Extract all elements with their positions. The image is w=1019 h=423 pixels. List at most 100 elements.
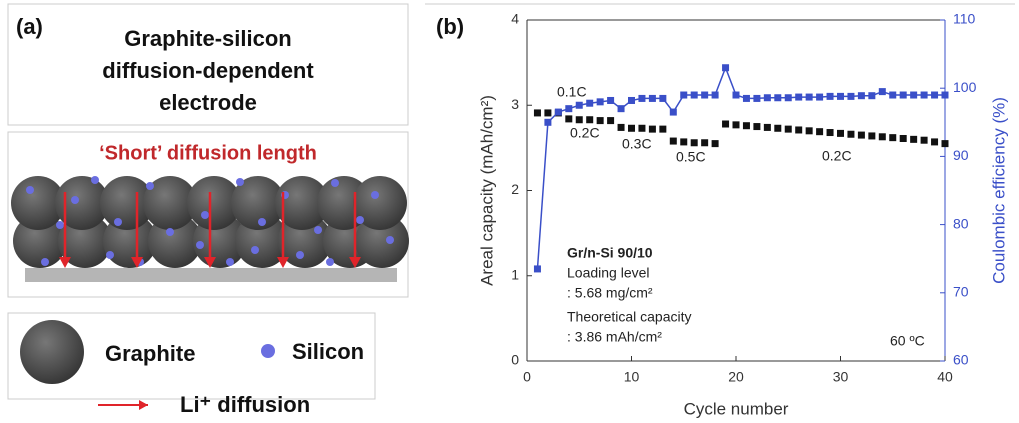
arrow-head xyxy=(131,257,143,268)
annotation: 0.3C xyxy=(622,136,652,152)
data-point xyxy=(690,139,698,147)
data-point xyxy=(816,93,824,101)
y-tick-label: 2 xyxy=(511,181,519,197)
data-point xyxy=(774,94,782,102)
graphite-particle xyxy=(355,214,409,268)
data-point xyxy=(554,108,562,116)
data-point xyxy=(868,92,876,100)
title-box xyxy=(7,3,409,126)
data-point xyxy=(742,94,750,102)
silicon-particle xyxy=(71,196,79,204)
data-point xyxy=(889,91,897,99)
series-line xyxy=(536,65,945,269)
data-point xyxy=(659,125,667,133)
y-axis-label: Areal capacity (mAh/cm²) xyxy=(477,95,496,286)
y2-tick-label: 110 xyxy=(953,11,976,27)
silicon-particle xyxy=(258,218,266,226)
x-tick-label: 0 xyxy=(523,369,531,385)
silicon-particle xyxy=(91,176,99,184)
data-point xyxy=(648,125,656,133)
data-point xyxy=(617,123,625,131)
y-tick-label: 0 xyxy=(511,352,519,368)
silicon-particle xyxy=(314,226,322,234)
data-point xyxy=(617,105,625,113)
arrow-head xyxy=(277,257,289,268)
legend-label: Li⁺ diffusion xyxy=(180,392,310,417)
data-point xyxy=(680,138,688,146)
silicon-particle xyxy=(26,186,34,194)
x-tick-label: 30 xyxy=(833,369,849,385)
data-point xyxy=(784,94,792,102)
annotation: Gr/n-Si 90/10 xyxy=(567,245,653,261)
data-point xyxy=(607,117,615,125)
data-point xyxy=(941,91,949,99)
data-point xyxy=(847,92,855,100)
graphite-icon xyxy=(20,320,84,384)
graphite-particle xyxy=(13,214,67,268)
y2-tick-label: 70 xyxy=(953,284,969,300)
data-point xyxy=(920,136,928,144)
data-point xyxy=(837,92,844,100)
data-point xyxy=(868,132,876,140)
title-line: electrode xyxy=(159,90,257,115)
data-point xyxy=(784,125,792,133)
silicon-particle xyxy=(226,258,234,266)
data-point xyxy=(805,127,813,135)
data-point xyxy=(878,133,886,141)
x-tick-label: 20 xyxy=(728,369,744,385)
data-point xyxy=(669,137,677,145)
silicon-particle xyxy=(326,258,334,266)
data-point xyxy=(795,126,803,134)
silicon-particle xyxy=(251,246,259,254)
y2-tick-label: 60 xyxy=(953,352,969,368)
data-point xyxy=(533,109,541,117)
silicon-particle xyxy=(41,258,49,266)
data-point xyxy=(826,92,834,100)
data-point xyxy=(628,124,635,132)
data-point xyxy=(711,91,719,99)
panel-label: (a) xyxy=(16,14,43,39)
graphite-particle xyxy=(275,176,329,230)
data-point xyxy=(690,91,698,99)
silicon-particle xyxy=(296,251,304,259)
data-point xyxy=(816,128,824,136)
data-point xyxy=(899,91,907,99)
x-axis-label: Cycle number xyxy=(684,399,789,418)
data-point xyxy=(910,135,918,143)
y2-tick-label: 80 xyxy=(953,215,969,231)
silicon-particle xyxy=(201,211,209,219)
arrow-head xyxy=(139,400,148,410)
diagram-caption: ‘Short’ diffusion length xyxy=(99,142,317,164)
substrate xyxy=(25,268,397,282)
y-tick-label: 3 xyxy=(511,96,519,112)
data-point xyxy=(586,99,594,107)
y2-axis-label: Coulombic efficiency (%) xyxy=(989,97,1008,284)
graphite-particle xyxy=(100,176,154,230)
data-point xyxy=(565,105,573,113)
silicon-particle xyxy=(166,228,174,236)
title-line: diffusion-dependent xyxy=(102,58,314,83)
silicon-particle xyxy=(356,216,364,224)
annotation: 0.2C xyxy=(570,125,600,141)
data-point xyxy=(742,122,750,130)
data-point xyxy=(575,116,583,124)
data-point xyxy=(847,130,855,138)
data-point xyxy=(753,123,761,131)
legend-label: Graphite xyxy=(105,341,195,366)
data-point xyxy=(659,94,667,102)
annotation: Loading level xyxy=(567,265,650,281)
data-point xyxy=(910,91,918,99)
y2-tick-label: 100 xyxy=(953,79,977,95)
graphite-particle xyxy=(187,176,241,230)
data-point xyxy=(732,91,740,99)
data-point xyxy=(732,121,740,129)
data-point xyxy=(941,140,949,148)
data-point xyxy=(607,96,615,104)
annotation: Theoretical capacity xyxy=(567,309,692,325)
data-point xyxy=(638,124,646,132)
data-point xyxy=(931,91,939,99)
data-point xyxy=(857,131,865,139)
y2-tick-label: 90 xyxy=(953,147,969,163)
data-point xyxy=(586,116,594,124)
